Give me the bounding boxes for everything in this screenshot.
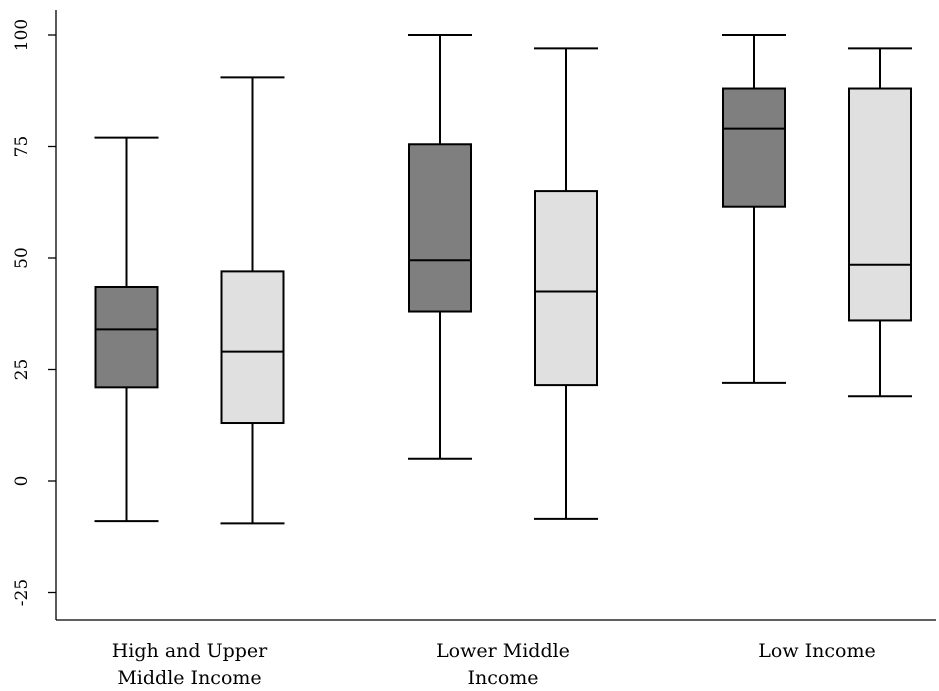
x-category-label: Lower Middle Income (436, 640, 570, 689)
box-iqr (220, 270, 285, 425)
box-iqr (94, 285, 159, 389)
x-category-label: Low Income (758, 640, 875, 662)
box-dark-2 (722, 34, 786, 384)
y-tick-label: -25 (12, 579, 32, 606)
x-category-label-line: Lower Middle (436, 640, 570, 662)
x-axis: High and Upper Middle Income Lower Middle I… (56, 619, 936, 689)
box-light-2 (848, 47, 912, 398)
box-iqr (848, 87, 912, 322)
box-dark-0 (94, 136, 159, 523)
y-tick-label: 25 (12, 359, 32, 381)
plot-area (94, 34, 912, 525)
box-iqr (534, 190, 598, 387)
y-tick-label: 100 (12, 19, 32, 51)
y-tick-label: 50 (12, 247, 32, 269)
x-category-label-line: High and Upper (112, 640, 268, 662)
box-dark-1 (408, 34, 472, 460)
x-category-label: High and Upper Middle Income (112, 640, 268, 689)
box-iqr (408, 143, 472, 313)
y-tick-label: 75 (12, 136, 32, 158)
x-category-label-line: Low Income (758, 640, 875, 662)
y-tick-label: 0 (12, 476, 32, 487)
x-category-label-line: Income (467, 667, 538, 689)
box-light-0 (220, 76, 285, 525)
box-light-1 (534, 47, 598, 520)
x-category-label-line: Middle Income (117, 667, 261, 689)
box-iqr (722, 87, 786, 208)
y-axis: -25 0 25 50 75 100 (12, 10, 57, 620)
